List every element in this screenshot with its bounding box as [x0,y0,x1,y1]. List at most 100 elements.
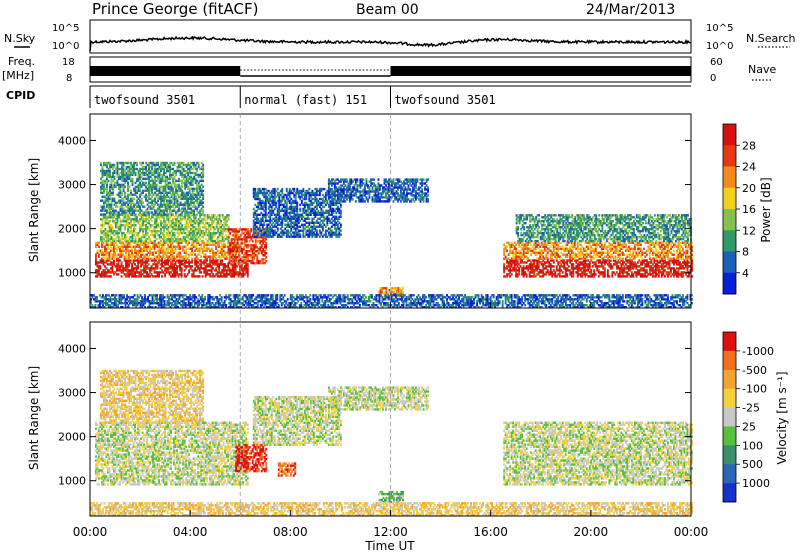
echo-region-10 [515,214,692,243]
velocity-colorbar: 1000 500 100 25 -25 -100 -500 -1000 [722,331,774,503]
freq-label: Freq. [8,55,35,68]
cpid-label: CPID [6,89,35,102]
noise-panel [89,19,692,54]
echo-region-4 [227,228,268,265]
echo-region-0 [95,421,249,486]
colorbar-swatch-4 [723,407,736,427]
echo-region-11 [90,294,693,309]
noise-tick-right-top: 10^5 [706,23,733,34]
y-tick-label-2: 3000 [58,179,86,192]
echo-region-8 [503,259,693,278]
colorbar-swatch-3 [723,187,736,210]
beam-title: Beam 00 [356,2,419,18]
velocity-echoes [90,369,693,517]
x-tick-label-1: 04:00 [173,525,208,539]
x-axis-ticks: 00:00 04:00 08:00 12:00 16:00 20:00 00:00 [73,302,709,539]
x-tick-label-0: 00:00 [73,525,108,539]
colorbar-swatch-6 [723,445,736,465]
velocity-y-ticks: 1000 2000 3000 4000 [58,342,691,488]
colorbar-swatch-1 [723,350,736,371]
nave-tick-top: 60 [710,57,723,68]
freq-tick-bottom: 8 [66,73,72,84]
velocity-y-label: Slant Range [km] [27,366,41,470]
power-colorbar: 4 8 12 16 20 24 28 [722,123,756,295]
colorbar-tick-0: 4 [742,267,749,280]
colorbar-tick-4: -25 [742,402,760,415]
cpid-separators [239,114,391,516]
colorbar-tick-0: 1000 [742,477,770,490]
colorbar-tick-5: -100 [742,383,767,396]
colorbar-swatch-2 [723,369,736,389]
echo-region-0 [95,259,249,278]
x-axis-label: Time UT [364,539,415,553]
echo-region-1 [95,241,237,260]
power-y-label: Slant Range [km] [27,158,41,262]
colorbar-tick-2: 12 [742,224,756,237]
echo-region-5 [277,462,297,477]
colorbar-tick-1: 8 [742,246,749,259]
noise-tick-left-bottom: 10^0 [52,41,79,52]
nsky-label: N.Sky [4,32,36,45]
colorbar-swatch-8 [723,483,736,503]
colorbar-swatch-0 [723,332,736,352]
echo-region-4 [235,444,268,473]
echo-region-6 [378,490,404,504]
colorbar-swatch-5 [723,426,736,446]
echo-region-9 [503,241,693,260]
colorbar-swatch-6 [723,251,736,274]
y-tick-label-1: 2000 [58,223,86,236]
cpid-segment-1: normal (fast) 151 [244,93,367,107]
y-tick-label-3: 4000 [58,342,86,355]
y-tick-label-0: 1000 [58,267,86,280]
nave-tick-bottom: 0 [710,73,716,84]
colorbar-tick-3: 25 [742,420,756,433]
echo-region-1 [100,369,205,424]
x-tick-label-6: 00:00 [674,525,709,539]
noise-tick-left-top: 10^5 [52,23,79,34]
colorbar-swatch-7 [723,464,736,484]
colorbar-tick-2: 100 [742,439,763,452]
colorbar-tick-1: 500 [742,458,763,471]
cpid-segment-2: twofsound 3501 [395,93,496,107]
nave-label: Nave [748,63,776,76]
colorbar-swatch-5 [723,230,736,252]
y-tick-label-0: 1000 [58,475,86,488]
power-panel: 1000 2000 3000 4000 Slant Range [km] [27,113,693,309]
colorbar-swatch-1 [723,145,736,167]
velocity-colorbar-label: Velocity [m s⁻¹] [775,371,789,464]
colorbar-tick-5: 24 [742,161,756,174]
freq-bar-2 [390,66,691,76]
station-title: Prince George (fitACF) [92,0,258,18]
x-tick-label-4: 16:00 [473,525,508,539]
velocity-panel: 1000 2000 3000 4000 Slant Range [km] [27,321,693,517]
x-tick-label-3: 12:00 [373,525,408,539]
echo-region-6 [327,178,429,203]
cpid-segment-0: twofsound 3501 [94,93,195,107]
noise-tick-right-bottom: 10^0 [706,41,733,52]
y-tick-label-3: 4000 [58,134,86,147]
colorbar-swatch-3 [723,388,736,408]
colorbar-tick-6: -500 [742,364,767,377]
x-tick-label-5: 20:00 [574,525,609,539]
freq-bar-0 [90,66,241,76]
freq-bars [90,66,691,77]
noise-trace [89,35,692,52]
power-colorbar-label: Power [dB] [759,177,773,242]
nsearch-label: N.Search [746,32,796,45]
colorbar-tick-3: 16 [742,203,756,216]
power-echoes [90,161,693,309]
power-y-ticks: 1000 2000 3000 4000 [58,134,691,280]
echo-region-2 [100,214,230,243]
colorbar-tick-7: -1000 [742,345,774,358]
cpid-track: twofsound 3501 normal (fast) 151 twofsound… [89,85,691,108]
freq-unit-label: [MHz] [2,69,34,82]
x-tick-label-2: 08:00 [273,525,308,539]
echo-region-7 [503,421,693,486]
y-tick-label-1: 2000 [58,431,86,444]
echo-region-2 [252,395,342,446]
date-title: 24/Mar/2013 [586,2,675,18]
colorbar-swatch-4 [723,209,736,231]
y-tick-label-2: 3000 [58,387,86,400]
echo-region-3 [100,161,205,216]
